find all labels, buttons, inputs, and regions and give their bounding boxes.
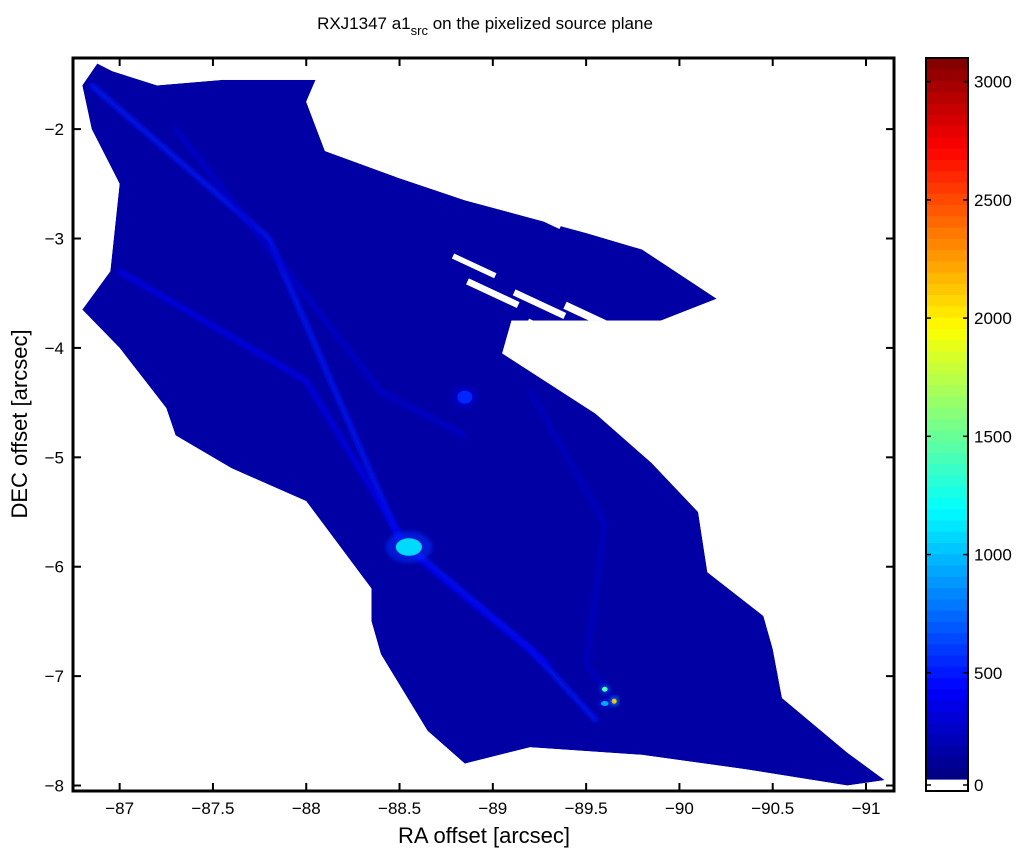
hotspot-4 [609, 696, 619, 706]
x-tick-label: −90 [665, 799, 694, 818]
title-subscript: src [411, 23, 429, 38]
hotspot-2 [451, 385, 479, 409]
y-tick-label: −3 [45, 230, 64, 249]
x-tick-label: −90.5 [751, 799, 794, 818]
x-axis-label: RA offset [arcsec] [398, 823, 570, 848]
y-tick-label: −6 [45, 558, 64, 577]
empty-pixels-7 [451, 253, 497, 279]
empty-pixels-5 [512, 289, 567, 319]
colorbar-zero-swatch [926, 779, 968, 791]
x-tick: −89 [478, 58, 507, 818]
y-tick: −4 [45, 339, 894, 358]
filament-4 [527, 389, 617, 701]
title-main: RXJ1347 a1 [317, 14, 411, 33]
y-tick: −2 [45, 120, 894, 139]
y-tick-label: −8 [45, 777, 64, 796]
colorbar-tick: 500 [926, 664, 1002, 683]
hotspot-5 [598, 698, 612, 708]
y-tick-label: −7 [45, 667, 64, 686]
x-tick: −89.5 [565, 58, 608, 818]
x-tick: −90 [665, 58, 694, 818]
plot-frame [71, 56, 896, 793]
x-tick: −91 [852, 58, 881, 818]
colorbar-tick: 2000 [926, 309, 1012, 328]
y-tick: −3 [45, 230, 894, 249]
empty-pixels-1 [432, 160, 479, 186]
title-rest: on the pixelized source plane [428, 14, 653, 33]
y-tick: −6 [45, 558, 894, 577]
x-tick-label: −87 [105, 799, 134, 818]
x-tick: −88.5 [378, 58, 421, 818]
colorbar-tick-label: 1000 [974, 546, 1012, 565]
colorbar-tick: 1000 [926, 546, 1012, 565]
y-tick: −8 [45, 777, 894, 796]
y-axis-label: DEC offset [arcsec] [7, 329, 32, 518]
colorbar-tick-label: 3000 [974, 73, 1012, 92]
colorbar-tick-label: 1500 [974, 427, 1012, 446]
y-tick-label: −4 [45, 339, 64, 358]
colorbar-tick-label: 2500 [974, 191, 1012, 210]
chart-title: RXJ1347 a1src on the pixelized source pl… [317, 14, 653, 38]
hotspot-3 [599, 684, 610, 694]
empty-pixels-8 [526, 318, 572, 345]
x-tick: −90.5 [751, 58, 794, 818]
x-tick-label: −88.5 [378, 799, 421, 818]
y-tick: −5 [45, 448, 894, 467]
hotspot-1 [385, 531, 433, 563]
x-tick: −87 [105, 58, 134, 818]
colorbar-tick: 2500 [926, 191, 1012, 210]
y-tick-label: −2 [45, 120, 64, 139]
colorbar-tick: 3000 [926, 73, 1012, 92]
y-tick: −7 [45, 667, 894, 686]
colorbar-frame [925, 57, 969, 792]
empty-pixels-2 [456, 174, 511, 204]
empty-pixels-9 [385, 131, 414, 149]
empty-pixels-6 [466, 278, 520, 309]
x-tick: −87.5 [191, 58, 234, 818]
filament-2 [117, 268, 552, 668]
x-tick-label: −89 [478, 799, 507, 818]
colorbar: 0 500 1000 1500 2000 2500 3000 [925, 57, 1012, 795]
axes: −87 −87.5 −88 −88.5 −89 −89.5 −90 −90.5 −91 −2 −3 −… [45, 56, 896, 818]
colorbar-tick-label: 0 [974, 776, 983, 795]
y-tick-label: −5 [45, 448, 64, 467]
colorbar-tick: 1500 [926, 427, 1012, 446]
colorbar-tick-label: 500 [974, 664, 1002, 683]
x-tick: −88 [292, 58, 321, 818]
plot-area [82, 63, 885, 786]
colorbar-gradient [926, 58, 968, 791]
colorbar-tick-label: 2000 [974, 309, 1012, 328]
source-region [82, 63, 885, 786]
x-tick-label: −91 [852, 799, 881, 818]
colorbar-tick: 0 [926, 776, 983, 795]
filament-3 [173, 126, 468, 438]
svg-text:RXJ1347 a1src on the pixelized: RXJ1347 a1src on the pixelized source pl… [317, 14, 653, 38]
x-tick-label: −88 [292, 799, 321, 818]
x-tick-label: −87.5 [191, 799, 234, 818]
x-tick-label: −89.5 [565, 799, 608, 818]
